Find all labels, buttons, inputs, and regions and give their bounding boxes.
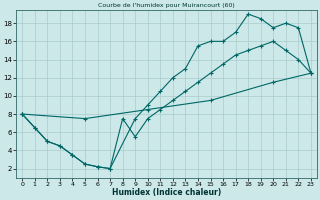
X-axis label: Humidex (Indice chaleur): Humidex (Indice chaleur) — [112, 188, 221, 197]
Title: Courbe de l'humidex pour Muirancourt (60): Courbe de l'humidex pour Muirancourt (60… — [98, 3, 235, 8]
